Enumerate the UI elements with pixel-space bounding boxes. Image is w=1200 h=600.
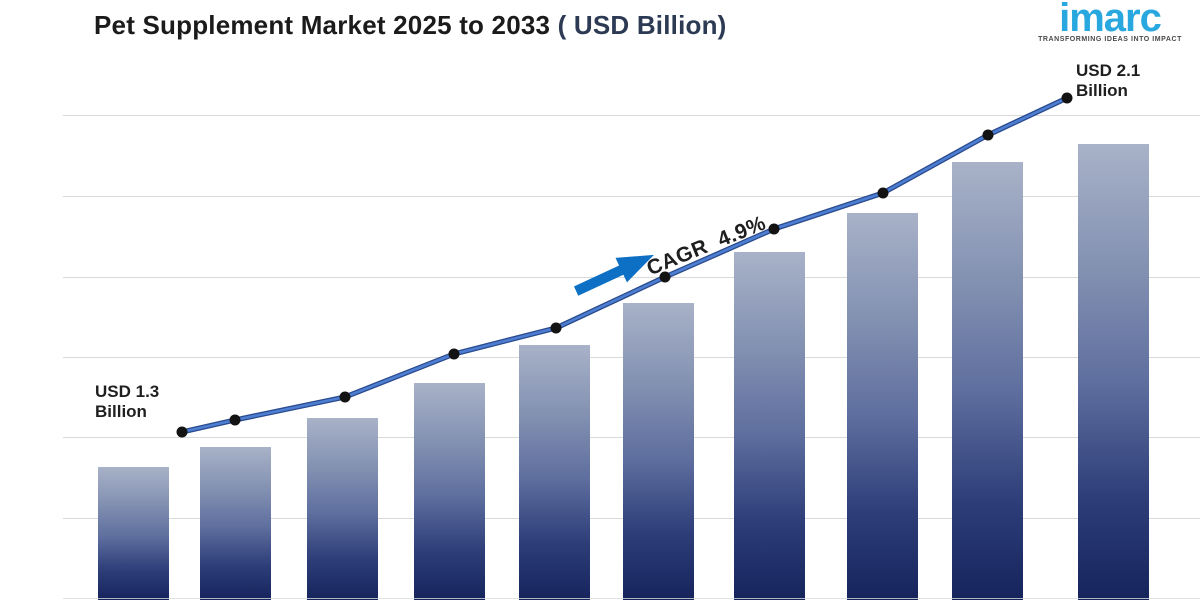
bar [200, 447, 271, 600]
bar [98, 467, 169, 600]
data-point-marker [877, 187, 889, 199]
chart-title-main: Pet Supplement Market 2025 to 2033 [94, 10, 551, 40]
bar [623, 303, 694, 600]
end-value-label: USD 2.1 Billion [1076, 61, 1140, 101]
end-value-line2: Billion [1076, 81, 1128, 100]
imarc-logo-tagline: TRANSFORMING IDEAS INTO IMPACT [1038, 36, 1182, 43]
end-value-line1: USD 2.1 [1076, 61, 1141, 80]
chart-title: Pet Supplement Market 2025 to 2033 ( USD… [94, 10, 727, 41]
bar [1078, 144, 1149, 600]
data-point-marker [659, 271, 671, 283]
bar [519, 345, 590, 600]
data-point-marker [550, 322, 562, 334]
bar [847, 213, 918, 600]
chart-title-unit: ( USD Billion) [550, 10, 727, 40]
bar [952, 162, 1023, 600]
start-value-line1: USD 1.3 [95, 382, 160, 401]
data-point-marker [339, 391, 351, 403]
start-value-label: USD 1.3 Billion [95, 382, 159, 422]
gridline [63, 115, 1200, 116]
bar [414, 383, 485, 600]
data-point-marker [229, 414, 241, 426]
start-value-line2: Billion [95, 402, 147, 421]
bar [734, 252, 805, 600]
imarc-logo-text: imarc [1059, 0, 1162, 40]
data-point-marker [1061, 92, 1073, 104]
bar [307, 418, 378, 600]
trend-line [180, 96, 1069, 434]
imarc-logo: imarc TRANSFORMING IDEAS INTO IMPACT [1028, 0, 1192, 43]
data-point-marker [176, 426, 188, 438]
gridline [63, 598, 1200, 599]
data-point-marker [982, 129, 994, 141]
data-point-marker [768, 223, 780, 235]
data-point-marker [448, 348, 460, 360]
gridline [63, 196, 1200, 197]
